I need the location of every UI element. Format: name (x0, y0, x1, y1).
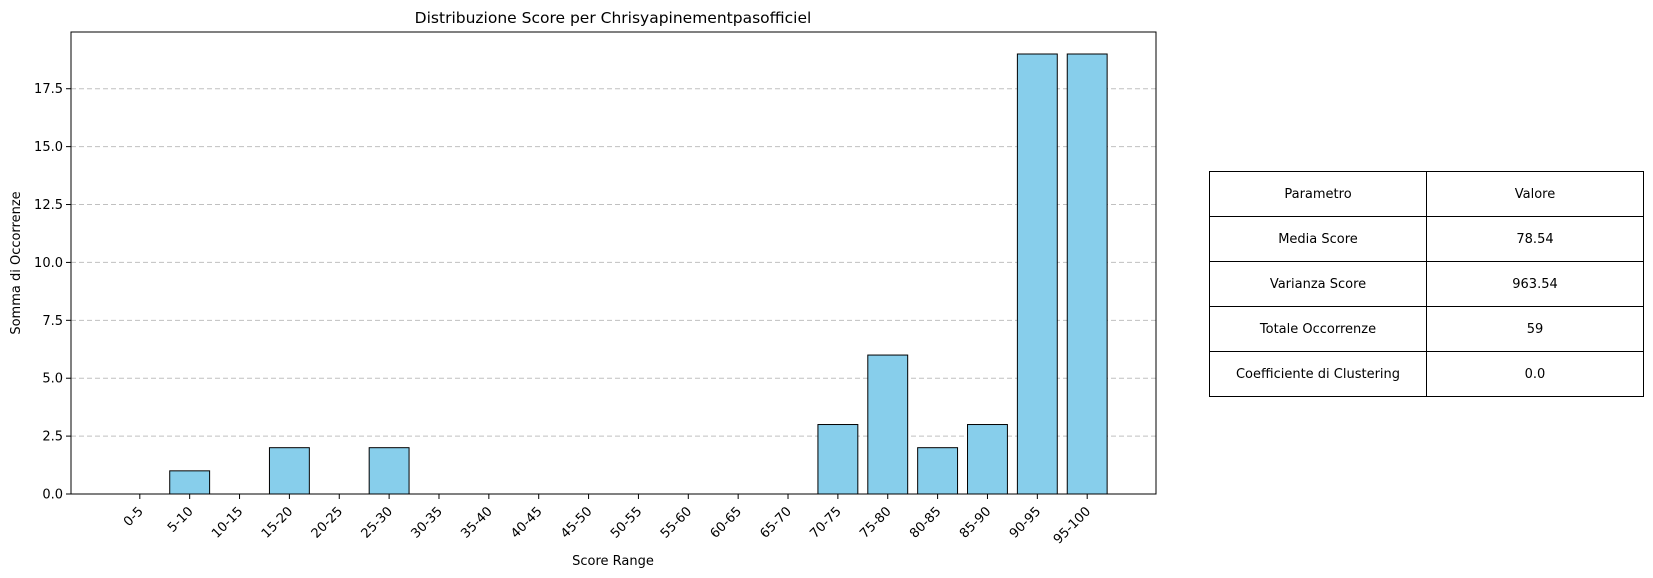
x-tick-label: 55-60 (658, 504, 695, 541)
table-row: Totale Occorrenze 59 (1209, 306, 1644, 352)
chart-title: Distribuzione Score per Chrisyapinementp… (415, 9, 812, 27)
x-tick-label: 45-50 (558, 504, 595, 541)
x-tick-label: 50-55 (608, 504, 645, 541)
x-tick-label: 85-90 (957, 504, 994, 541)
table-header-cell: Parametro (1209, 171, 1427, 217)
x-tick-label: 5-10 (165, 504, 196, 535)
bar (1016, 53, 1058, 495)
y-tick-label: 2.5 (42, 430, 63, 445)
table-cell: 963.54 (1426, 261, 1644, 307)
x-tick-label: 75-80 (857, 504, 894, 541)
x-tick-label: 10-15 (209, 504, 246, 541)
bar (268, 447, 310, 495)
y-axis-label: Somma di Occorrenze (9, 191, 24, 334)
table-header-row: Parametro Valore (1209, 171, 1644, 217)
x-tick-label: 65-70 (758, 504, 795, 541)
stats-table: Parametro Valore Media Score 78.54 Varia… (1209, 171, 1644, 397)
x-tick-label: 0-5 (121, 504, 147, 530)
bar (368, 447, 410, 495)
table-cell: 0.0 (1426, 351, 1644, 397)
x-tick-label: 60-65 (708, 504, 745, 541)
bar (1066, 53, 1108, 495)
y-tick-label: 12.5 (34, 198, 63, 213)
table-cell: Varianza Score (1209, 261, 1427, 307)
x-tick-label: 30-35 (408, 504, 445, 541)
table-cell: 59 (1426, 306, 1644, 352)
y-tick-label: 0.0 (42, 488, 63, 503)
x-tick-label: 35-40 (458, 504, 495, 541)
y-tick-label: 17.5 (34, 82, 63, 97)
x-tick-label: 25-30 (359, 504, 396, 541)
x-axis-label: Score Range (572, 554, 654, 569)
bar (169, 470, 211, 495)
table-row: Varianza Score 963.54 (1209, 261, 1644, 307)
y-tick-label: 5.0 (42, 372, 63, 387)
table-row: Coefficiente di Clustering 0.0 (1209, 351, 1644, 397)
table-header-cell: Valore (1426, 171, 1644, 217)
x-tick-label: 80-85 (907, 504, 944, 541)
x-tick-label: 70-75 (807, 504, 844, 541)
table-cell: Totale Occorrenze (1209, 306, 1427, 352)
bar (967, 424, 1008, 495)
table-cell: 78.54 (1426, 216, 1644, 262)
table-cell: Coefficiente di Clustering (1209, 351, 1427, 397)
x-tick-label: 95-100 (1051, 504, 1094, 547)
y-tick-label: 7.5 (42, 314, 63, 329)
bar (867, 354, 909, 495)
x-tick-label: 90-95 (1007, 504, 1044, 541)
bar (817, 424, 859, 495)
x-tick-label: 15-20 (259, 504, 296, 541)
table-cell: Media Score (1209, 216, 1427, 262)
x-tick-label: 40-45 (508, 504, 545, 541)
y-tick-label: 10.0 (34, 256, 63, 271)
x-tick-label: 20-25 (309, 504, 346, 541)
bar (917, 447, 959, 495)
plot-frame (70, 31, 1157, 495)
y-tick-label: 15.0 (34, 140, 63, 155)
table-row: Media Score 78.54 (1209, 216, 1644, 262)
